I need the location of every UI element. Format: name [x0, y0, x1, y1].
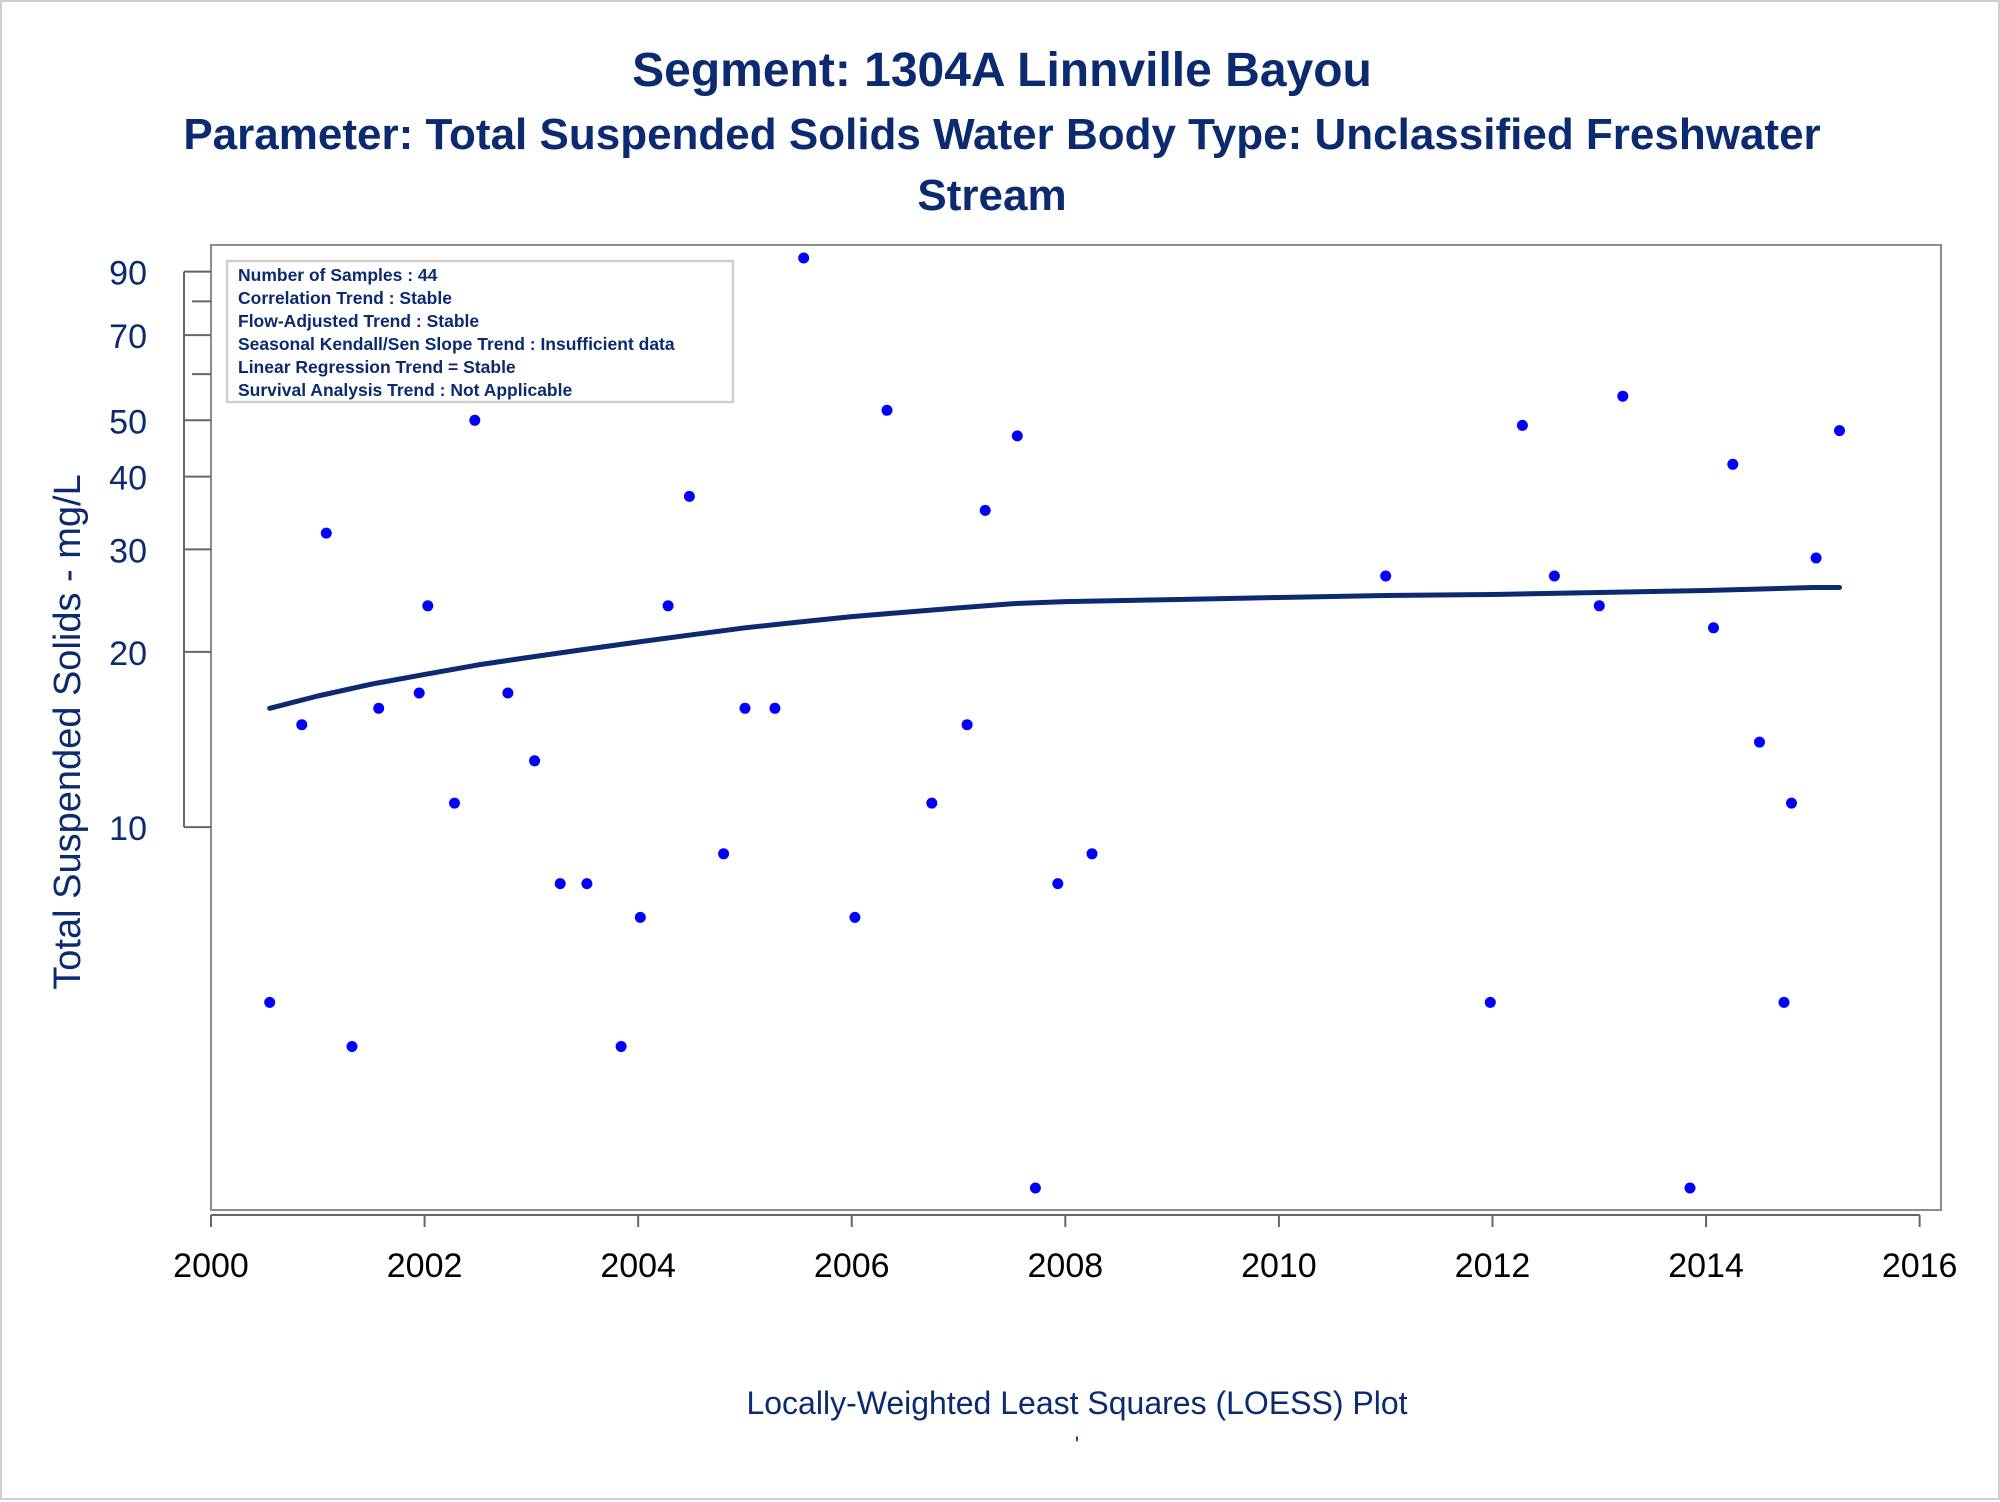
data-point [1754, 736, 1765, 748]
data-point [1516, 419, 1528, 431]
data-point [739, 702, 751, 714]
data-point [449, 797, 460, 809]
data-point [1727, 458, 1739, 470]
x-tick-label: 2008 [1028, 1247, 1104, 1285]
data-point [502, 687, 514, 699]
data-point [346, 1041, 358, 1052]
x-tick-label: 2004 [600, 1247, 676, 1285]
plot-area [210, 244, 1942, 1211]
y-axis: 10 20 30 40 50 70 90 [109, 255, 211, 848]
x-tick-label: 2002 [387, 1247, 463, 1285]
y-tick-label: 70 [109, 318, 147, 356]
x-tick-label: 2006 [814, 1247, 890, 1285]
data-point [1834, 425, 1845, 437]
data-point [1484, 996, 1496, 1008]
data-point [881, 404, 893, 416]
data-point [581, 878, 593, 890]
data-point [1086, 848, 1098, 860]
data-point [413, 687, 425, 699]
data-point [320, 527, 332, 539]
data-point [1708, 622, 1719, 634]
data-point [615, 1041, 627, 1052]
data-point [1011, 430, 1023, 442]
data-point [554, 878, 566, 890]
x-tick-label: 2000 [173, 1247, 249, 1285]
y-tick-label: 50 [109, 403, 147, 441]
stats-line-seasonal-kendall: Seasonal Kendall/Sen Slope Trend : Insuf… [238, 334, 675, 354]
points-layer [264, 252, 1845, 1194]
data-point [683, 490, 695, 502]
footnote-mark: ' [1075, 1432, 1079, 1457]
x-tick-label: 2016 [1882, 1247, 1958, 1285]
data-point [1778, 996, 1790, 1008]
data-point [373, 702, 385, 714]
data-point [662, 600, 674, 612]
data-point [849, 911, 861, 923]
data-point [979, 504, 991, 516]
data-point [1684, 1182, 1696, 1194]
chart-subtitle-line-1: Parameter: Total Suspended Solids Water … [183, 110, 1820, 159]
data-point [961, 719, 973, 731]
stats-box: Number of Samples : 44 Correlation Trend… [225, 259, 735, 404]
data-point [798, 252, 810, 264]
stats-box-border [225, 259, 735, 404]
data-point [1786, 797, 1797, 809]
data-point [634, 911, 646, 923]
data-point [296, 719, 308, 731]
stats-line-flow-adjusted: Flow-Adjusted Trend : Stable [238, 311, 479, 331]
stats-line-linear-regression: Linear Regression Trend = Stable [238, 357, 516, 377]
stats-line-samples: Number of Samples : 44 [238, 265, 438, 285]
loess-line [267, 585, 1842, 711]
data-point [769, 702, 781, 714]
data-point [1593, 600, 1605, 612]
y-tick-label: 90 [109, 255, 147, 293]
loess-layer [267, 585, 1842, 711]
stats-line-correlation: Correlation Trend : Stable [238, 288, 452, 308]
x-axis: 2000 2002 2004 2006 2008 2010 2012 2014 2016 [173, 1214, 1958, 1285]
data-point [718, 848, 730, 860]
stats-line-survival-analysis: Survival Analysis Trend : Not Applicable [238, 380, 572, 400]
data-point [1029, 1182, 1041, 1194]
data-point [1052, 878, 1064, 890]
data-point [529, 755, 541, 767]
data-point [1810, 552, 1822, 564]
data-point [422, 600, 434, 612]
y-tick-label: 10 [109, 810, 147, 848]
y-tick-label: 40 [109, 460, 147, 498]
data-point [1380, 570, 1392, 582]
data-point [264, 996, 276, 1008]
chart-subtitle-line-2: Stream [917, 171, 1066, 220]
data-point [1617, 390, 1629, 402]
y-axis-label: Total Suspended Solids - mg/L [47, 474, 89, 989]
y-tick-label: 30 [109, 532, 147, 570]
x-tick-label: 2010 [1241, 1247, 1317, 1285]
data-point [469, 414, 481, 426]
y-tick-label: 20 [109, 635, 147, 673]
data-point [926, 797, 938, 809]
x-tick-label: 2014 [1668, 1247, 1744, 1285]
data-point [1548, 570, 1560, 582]
x-axis-label: Locally-Weighted Least Squares (LOESS) P… [746, 1385, 1407, 1421]
chart-title: Segment: 1304A Linnville Bayou [632, 44, 1372, 97]
x-tick-label: 2012 [1455, 1247, 1531, 1285]
